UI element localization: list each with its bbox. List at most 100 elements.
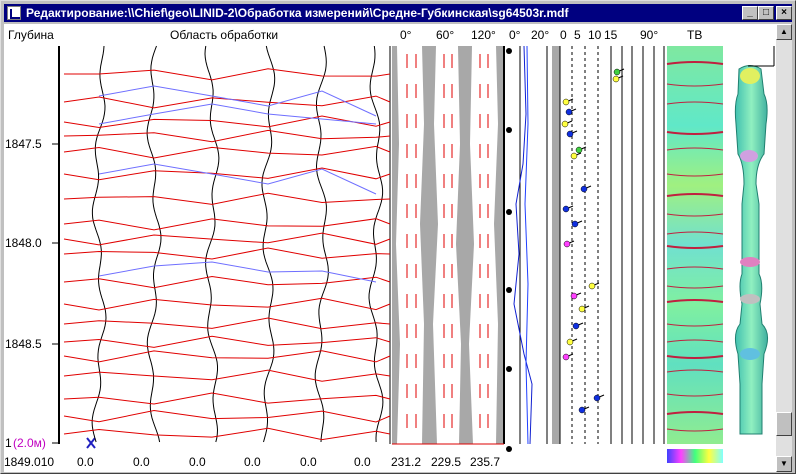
tadpole-marker — [613, 68, 621, 76]
scroll-down-button[interactable]: ▼ — [776, 456, 792, 472]
tv-bedding-line — [666, 245, 724, 249]
scale-note: (2.0м) — [13, 436, 46, 450]
tv-bedding-line — [666, 147, 724, 151]
bedding-line-blue — [98, 163, 377, 195]
tv-bedding-line — [666, 61, 724, 65]
tv-bedding-line — [666, 285, 724, 289]
bedding-line — [64, 68, 391, 81]
bedding-line — [63, 95, 391, 109]
tv-lines — [666, 61, 724, 432]
bedding-line — [63, 145, 391, 159]
tadpole-marker — [612, 75, 620, 83]
tv-bedding-line — [666, 411, 724, 415]
bedding-line — [63, 129, 391, 143]
tadpole-marker — [575, 146, 583, 154]
depth-label: 1848.5 — [5, 337, 42, 351]
tadpole-marker — [565, 108, 573, 116]
title-bar[interactable]: Редактирование:\\Chief\geo\LINID-2\Обраб… — [4, 4, 792, 22]
palette-bar[interactable] — [667, 449, 723, 463]
tv-header: ТВ — [687, 28, 703, 42]
tadpole-marker — [571, 220, 579, 228]
log-plot[interactable] — [4, 24, 776, 472]
footer-track-value: 0.0 — [354, 455, 371, 469]
tv-bedding-line — [666, 323, 724, 327]
bedding-line — [63, 392, 391, 405]
angle-120-header: 120° — [471, 28, 496, 42]
tadpole-track-band — [552, 46, 560, 444]
bedding-line — [63, 350, 391, 363]
tadpole-marker — [580, 185, 588, 193]
bedding-line — [63, 192, 391, 205]
tv-bedding-line — [666, 231, 724, 235]
trace-curve — [91, 45, 107, 443]
bedding-line — [63, 232, 391, 246]
scroll-up-button[interactable]: ▲ — [776, 24, 792, 40]
tv-bedding-line — [666, 213, 724, 217]
scale-0-header: 0 — [560, 28, 567, 42]
footer-angle: 231.2 — [391, 455, 422, 469]
tv-bedding-line — [666, 393, 724, 397]
bedding-line-blue — [98, 103, 377, 125]
tadpole-marker — [562, 98, 570, 106]
tadpole-marker — [562, 353, 570, 361]
plot-static — [52, 45, 775, 463]
bedding-line — [63, 218, 391, 231]
footer-track-value: 0.0 — [300, 455, 317, 469]
tadpole-marker — [570, 152, 578, 160]
angle-track — [392, 46, 505, 445]
maximize-button[interactable]: □ — [758, 6, 774, 20]
tv-bedding-line — [666, 299, 724, 303]
tv-bedding-line — [666, 339, 724, 343]
tadpole-marker — [566, 130, 574, 138]
footer-angle: 235.7 — [470, 455, 501, 469]
app-icon[interactable] — [7, 6, 21, 20]
angle-0-header: 0° — [400, 28, 412, 42]
angle-60-header: 60° — [436, 28, 455, 42]
plot-area[interactable]: Глубина Область обработки 0° 60° 120° 0°… — [4, 24, 776, 472]
bedding-line — [63, 335, 391, 348]
footer-angle: 229.5 — [431, 455, 462, 469]
bedding-line — [63, 317, 391, 330]
vertical-scrollbar[interactable]: ▲ ▼ — [776, 24, 792, 472]
borehole-3d-view[interactable] — [734, 46, 775, 435]
minimize-button[interactable]: _ — [742, 6, 758, 20]
cross-marker-icon[interactable] — [86, 437, 96, 449]
sine-curves — [63, 45, 391, 443]
tv-bedding-line — [666, 193, 724, 197]
tadpole-marker — [578, 305, 586, 313]
footer-track-value: 0.0 — [77, 455, 94, 469]
tv-bedding-line — [666, 266, 724, 270]
scale-prefix: 1 — [5, 436, 12, 450]
scale-5-header: 5 — [574, 28, 581, 42]
tv-bedding-line — [666, 369, 724, 373]
footer-track-value: 0.0 — [133, 455, 150, 469]
close-button[interactable]: × — [776, 6, 792, 20]
processing-area-header: Область обработки — [170, 28, 279, 42]
angle-dot — [506, 366, 512, 372]
tadpole-marker — [588, 282, 596, 290]
bedding-line — [63, 297, 391, 311]
bedding-line — [63, 427, 391, 441]
tadpole-marker — [593, 394, 601, 402]
footer-depth: 1849.010 — [4, 455, 55, 469]
bedding-line — [63, 247, 391, 260]
trace-curve — [146, 45, 162, 443]
depth-label: 1847.5 — [5, 137, 42, 151]
dip-curve — [513, 45, 533, 445]
tv-image[interactable] — [667, 46, 723, 444]
trace-curve — [261, 45, 276, 443]
tv-bedding-line — [666, 83, 724, 87]
tadpole-marker — [570, 292, 578, 300]
scroll-thumb[interactable] — [776, 412, 792, 436]
tadpoles — [561, 68, 625, 414]
footer-track-value: 0.0 — [189, 455, 206, 469]
bedding-line — [63, 369, 391, 382]
tv-bedding-line — [666, 131, 724, 135]
angle-dot — [506, 209, 512, 215]
window-title: Редактирование:\\Chief\geo\LINID-2\Обраб… — [26, 6, 569, 20]
depth-header: Глубина — [8, 28, 54, 42]
trace-curve — [204, 45, 220, 443]
angle-dots — [406, 48, 512, 452]
angle2-0-header: 0° — [509, 28, 521, 42]
